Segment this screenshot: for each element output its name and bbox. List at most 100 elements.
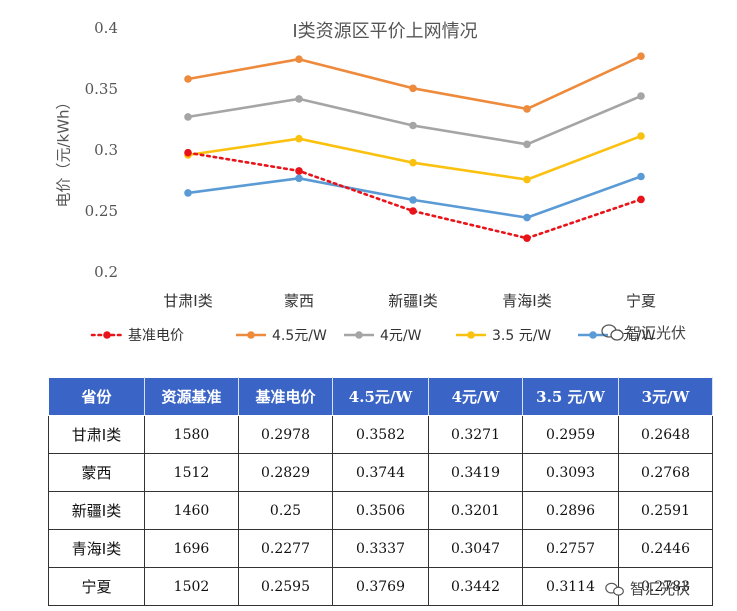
data-point (637, 172, 645, 181)
y-tick-label: 0.2 (94, 263, 118, 281)
data-point (295, 95, 303, 103)
table-cell: 0.2595 (238, 567, 333, 606)
table-cell: 0.3337 (332, 529, 429, 568)
table-watermark: 智汇光伏 (604, 578, 690, 599)
table-cell: 1502 (144, 567, 239, 606)
table-header-cell: 3元/W (618, 377, 713, 416)
table-cell: 0.2959 (522, 415, 619, 454)
table-watermark-text: 智汇光伏 (630, 580, 691, 598)
data-point (184, 113, 192, 121)
series-1 (184, 52, 645, 113)
legend-item: 基准电价 (90, 327, 184, 344)
data-point (523, 105, 531, 113)
table-cell: 0.2783 (618, 567, 713, 606)
data-point (409, 196, 417, 204)
table-cell: 1512 (144, 453, 239, 492)
data-point (637, 52, 645, 60)
table-cell: 0.2978 (238, 415, 333, 454)
table-cell: 0.3506 (332, 491, 429, 530)
legend-marker (103, 331, 111, 339)
series-4 (184, 172, 645, 222)
x-tick-label: 新疆I类 (388, 292, 437, 310)
province-cell: 新疆I类 (48, 491, 145, 530)
data-point (409, 158, 417, 167)
legend-marker (247, 331, 255, 339)
table-cell: 0.3582 (332, 415, 429, 454)
legend-marker (467, 331, 475, 339)
table-cell: 0.2446 (618, 529, 713, 568)
province-cell: 宁夏 (48, 567, 145, 606)
province-cell: 蒙西 (48, 453, 145, 492)
data-point (523, 140, 531, 149)
series-line (187, 55, 642, 111)
table-row: 新疆I类 1460 0.25 0.3506 0.3201 0.2896 0.2591 (48, 491, 713, 530)
table-header-cell: 3.5 元/W (522, 377, 619, 416)
series-line (187, 134, 642, 181)
data-point (409, 207, 417, 215)
table-cell: 0.3047 (428, 529, 523, 568)
legend-label: 基准电价 (128, 327, 184, 344)
table-cell: 0.3271 (428, 415, 523, 454)
table-body: 甘肃I类 1580 0.2978 0.3582 0.3271 0.2959 0.2648 蒙西… (48, 415, 713, 606)
legend-marker (355, 331, 363, 339)
legend-marker (589, 331, 597, 339)
y-tick-label: 0.35 (85, 80, 118, 98)
data-point (523, 234, 531, 242)
series-0 (184, 148, 645, 242)
table-header-cell: 4.5元/W (332, 377, 429, 416)
table-header-row: 省份 资源基准 基准电价 4.5元/W 4元/W 3.5 元/W 3元/W (48, 377, 713, 416)
series-3 (184, 132, 645, 184)
chart-watermark: 智汇光伏 (601, 324, 686, 342)
wechat-icon (605, 582, 624, 596)
table-cell: 0.2277 (238, 529, 333, 568)
table-cell: 0.2591 (618, 491, 713, 530)
data-point (637, 195, 645, 204)
x-axis-ticks: 甘肃I类 蒙西 新疆I类 青海I类 宁夏 (163, 292, 656, 310)
data-point (295, 134, 303, 143)
table-cell: 1460 (144, 491, 239, 530)
data-point (295, 174, 303, 183)
legend-item: 4.5元/W (236, 328, 327, 344)
table-cell: 0.3093 (522, 453, 619, 492)
series-2 (184, 92, 645, 149)
table-cell: 0.2648 (618, 415, 713, 454)
table-row: 蒙西 1512 0.2829 0.3744 0.3419 0.3093 0.2768 (48, 453, 713, 492)
table-cell: 1696 (144, 529, 239, 568)
province-cell: 甘肃I类 (48, 415, 145, 454)
data-point (184, 148, 192, 157)
table-cell: 0.3769 (332, 567, 429, 606)
data-point (184, 189, 192, 197)
table-row: 青海I类 1696 0.2277 0.3337 0.3047 0.2757 0.2446 (48, 529, 713, 568)
data-table: 省份 资源基准 基准电价 4.5元/W 4元/W 3.5 元/W 3元/W 甘肃I类 1580… (48, 377, 713, 606)
legend-label: 3.5 元/W (492, 328, 551, 344)
table-header-cell: 4元/W (428, 377, 523, 416)
table-cell: 0.2896 (522, 491, 619, 530)
legend-item: 3.5 元/W (456, 328, 551, 344)
y-axis-title: 电价（元/kWh） (55, 94, 73, 207)
y-tick-label: 0.4 (94, 19, 118, 37)
legend-label: 4.5元/W (272, 328, 327, 344)
chart-title: I类资源区平价上网情况 (292, 21, 477, 42)
series-layer (184, 52, 645, 242)
table-cell: 0.2757 (522, 529, 619, 568)
table-cell: 0.3442 (428, 567, 523, 606)
province-cell: 青海I类 (48, 529, 145, 568)
table-row: 宁夏 1502 0.2595 0.3769 0.3442 0.3114 0.2783 (48, 567, 713, 606)
series-line (187, 94, 642, 146)
y-axis-ticks: 0.2 0.25 0.3 0.35 0.4 (85, 19, 118, 281)
data-point (295, 167, 303, 175)
table-cell: 0.25 (238, 491, 333, 530)
table-row: 甘肃I类 1580 0.2978 0.3582 0.3271 0.2959 0.2648 (48, 415, 713, 454)
legend-label: 4元/W (380, 328, 422, 344)
data-point (637, 92, 645, 100)
data-point (409, 84, 417, 93)
table-cell: 0.2768 (618, 453, 713, 492)
data-point (184, 75, 192, 83)
table-cell: 1580 (144, 415, 239, 454)
table-cell: 0.3114 (522, 567, 619, 606)
table-cell: 0.3201 (428, 491, 523, 530)
data-point (523, 213, 531, 222)
line-chart: I类资源区平价上网情况 电价（元/kWh） 0.20.250.30.350.4 … (55, 19, 687, 344)
x-tick-label: 蒙西 (284, 292, 314, 310)
table-header-cell: 省份 (48, 377, 145, 416)
